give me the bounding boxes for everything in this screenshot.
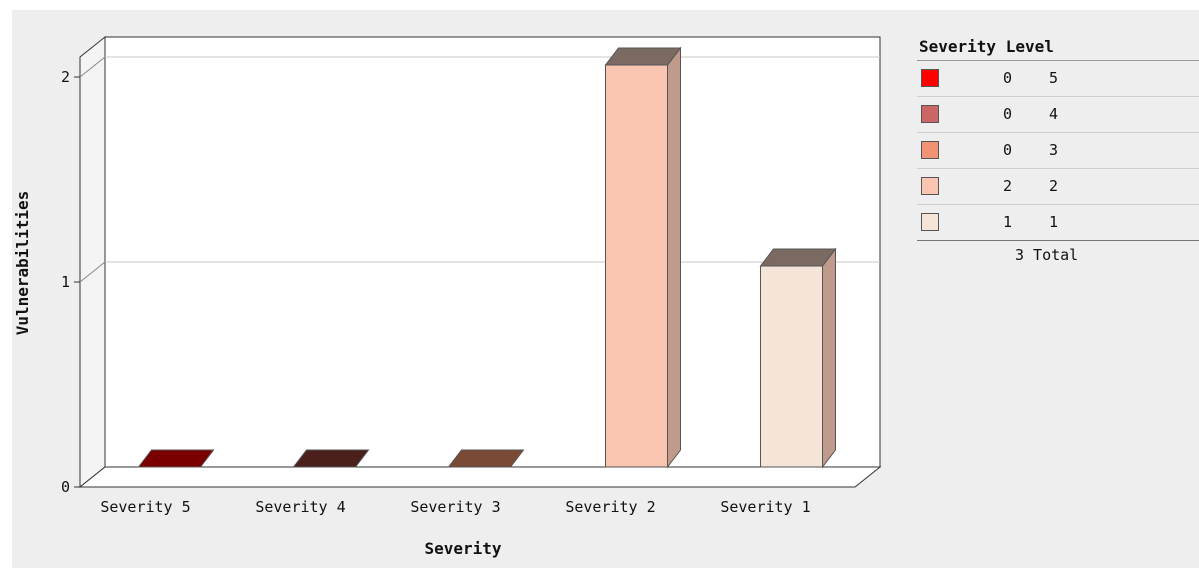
legend-swatch <box>921 105 939 123</box>
bar-top <box>292 449 370 468</box>
legend-swatch <box>921 213 939 231</box>
x-tick-label: Severity 2 <box>565 498 655 516</box>
left-wall <box>79 35 106 489</box>
x-tick-label: Severity 5 <box>100 498 190 516</box>
legend-total: 3 Total <box>1015 246 1079 264</box>
bar-side <box>822 247 836 469</box>
bar <box>292 449 370 468</box>
x-axis-title: Severity <box>424 539 501 558</box>
x-tick-label: Severity 4 <box>255 498 345 516</box>
legend-row-severity-2: 2 2 <box>917 169 1199 205</box>
bar <box>604 46 682 469</box>
legend-row-severity-5: 0 5 <box>917 61 1199 97</box>
legend-level: 1 <box>1049 213 1059 231</box>
bar-top <box>137 449 215 468</box>
legend-swatch <box>921 69 939 87</box>
bar <box>759 247 837 469</box>
gridline-left <box>79 56 106 78</box>
y-axis-title: Vulnerabilities <box>13 191 32 336</box>
legend-count: 0 <box>1003 69 1013 87</box>
bar-front <box>760 265 823 468</box>
legend-row-severity-3: 0 3 <box>917 133 1199 169</box>
bar-front <box>605 64 668 468</box>
bar <box>447 449 525 468</box>
legend: Severity Level 0 5 0 4 0 3 2 2 1 1 3 Tot… <box>917 34 1199 269</box>
legend-row-severity-4: 0 4 <box>917 97 1199 133</box>
y-tick-label: 0 <box>61 478 70 496</box>
y-tick-label: 2 <box>61 68 70 86</box>
back-wall <box>104 36 881 468</box>
x-tick-label: Severity 1 <box>720 498 810 516</box>
floor <box>78 466 882 488</box>
bar-top <box>447 449 525 468</box>
legend-swatch <box>921 141 939 159</box>
legend-level: 5 <box>1049 69 1059 87</box>
gridline-left <box>79 261 106 283</box>
legend-count: 0 <box>1003 141 1013 159</box>
legend-count: 0 <box>1003 105 1013 123</box>
bar-side <box>667 46 681 469</box>
legend-level: 2 <box>1049 177 1059 195</box>
bar-top <box>759 248 837 267</box>
legend-swatch <box>921 177 939 195</box>
bar-top <box>604 47 682 66</box>
bar <box>137 449 215 468</box>
legend-count: 2 <box>1003 177 1013 195</box>
x-tick-label: Severity 3 <box>410 498 500 516</box>
legend-level: 3 <box>1049 141 1059 159</box>
legend-row-severity-1: 1 1 <box>917 205 1199 241</box>
y-tick-label: 1 <box>61 273 70 291</box>
legend-level: 4 <box>1049 105 1059 123</box>
legend-title: Severity Level <box>919 37 1054 56</box>
legend-count: 1 <box>1003 213 1013 231</box>
